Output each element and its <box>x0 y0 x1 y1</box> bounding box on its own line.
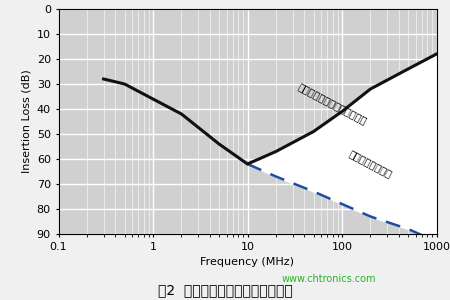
Text: www.chtronics.com: www.chtronics.com <box>281 274 376 284</box>
X-axis label: Frequency (MHz): Frequency (MHz) <box>201 257 294 267</box>
Text: 图2  电容器插入损耗频率特性示例: 图2 电容器插入损耗频率特性示例 <box>158 283 292 297</box>
Text: 寄生电感导致高频特性降低；: 寄生电感导致高频特性降低； <box>297 82 369 126</box>
Y-axis label: Insertion Loss (dB): Insertion Loss (dB) <box>21 70 31 173</box>
Text: 理想的电容特性；: 理想的电容特性； <box>347 148 393 179</box>
